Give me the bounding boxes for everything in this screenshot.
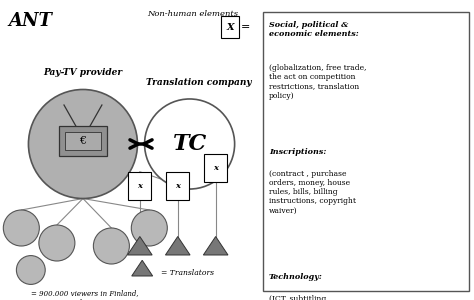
Circle shape	[39, 225, 75, 261]
Text: (globalization, free trade,
the act on competition
restrictions, translation
pol: (globalization, free trade, the act on c…	[269, 64, 366, 100]
Polygon shape	[128, 236, 152, 255]
Text: = 900.000 viewers in Finland,
Norway, Sweden: = 900.000 viewers in Finland, Norway, Sw…	[31, 290, 138, 300]
FancyBboxPatch shape	[59, 126, 107, 156]
FancyBboxPatch shape	[128, 172, 151, 200]
Text: €: €	[80, 136, 86, 146]
Text: Social, political &
economic elements:: Social, political & economic elements:	[269, 21, 358, 38]
Polygon shape	[203, 236, 228, 255]
Circle shape	[93, 228, 129, 264]
Text: x: x	[175, 182, 180, 190]
Text: Pay-TV provider: Pay-TV provider	[44, 68, 122, 77]
Text: Inscriptions:: Inscriptions:	[269, 148, 326, 156]
Text: x: x	[213, 164, 218, 172]
Text: = Translators: = Translators	[161, 269, 214, 277]
Text: TC: TC	[173, 133, 207, 155]
Text: Technology:: Technology:	[269, 273, 323, 281]
Text: (ICT, subtitling
software...): (ICT, subtitling software...)	[269, 295, 326, 300]
FancyBboxPatch shape	[221, 16, 239, 38]
FancyBboxPatch shape	[263, 12, 469, 291]
FancyBboxPatch shape	[166, 172, 189, 200]
Text: Translation company: Translation company	[146, 78, 252, 87]
Circle shape	[145, 99, 235, 189]
Circle shape	[3, 210, 39, 246]
Text: Non-human elements: Non-human elements	[147, 11, 238, 19]
Text: ANT: ANT	[9, 12, 53, 30]
Text: (contract , purchase
orders, money, house
rules, bills, billing
instructions, co: (contract , purchase orders, money, hous…	[269, 170, 356, 214]
Polygon shape	[165, 236, 190, 255]
Circle shape	[28, 89, 137, 199]
Text: =: =	[241, 22, 250, 32]
Polygon shape	[132, 260, 153, 276]
Circle shape	[17, 256, 45, 284]
Text: X: X	[226, 22, 234, 32]
Text: x: x	[137, 182, 142, 190]
FancyBboxPatch shape	[204, 154, 227, 182]
FancyBboxPatch shape	[65, 132, 101, 150]
Circle shape	[131, 210, 167, 246]
